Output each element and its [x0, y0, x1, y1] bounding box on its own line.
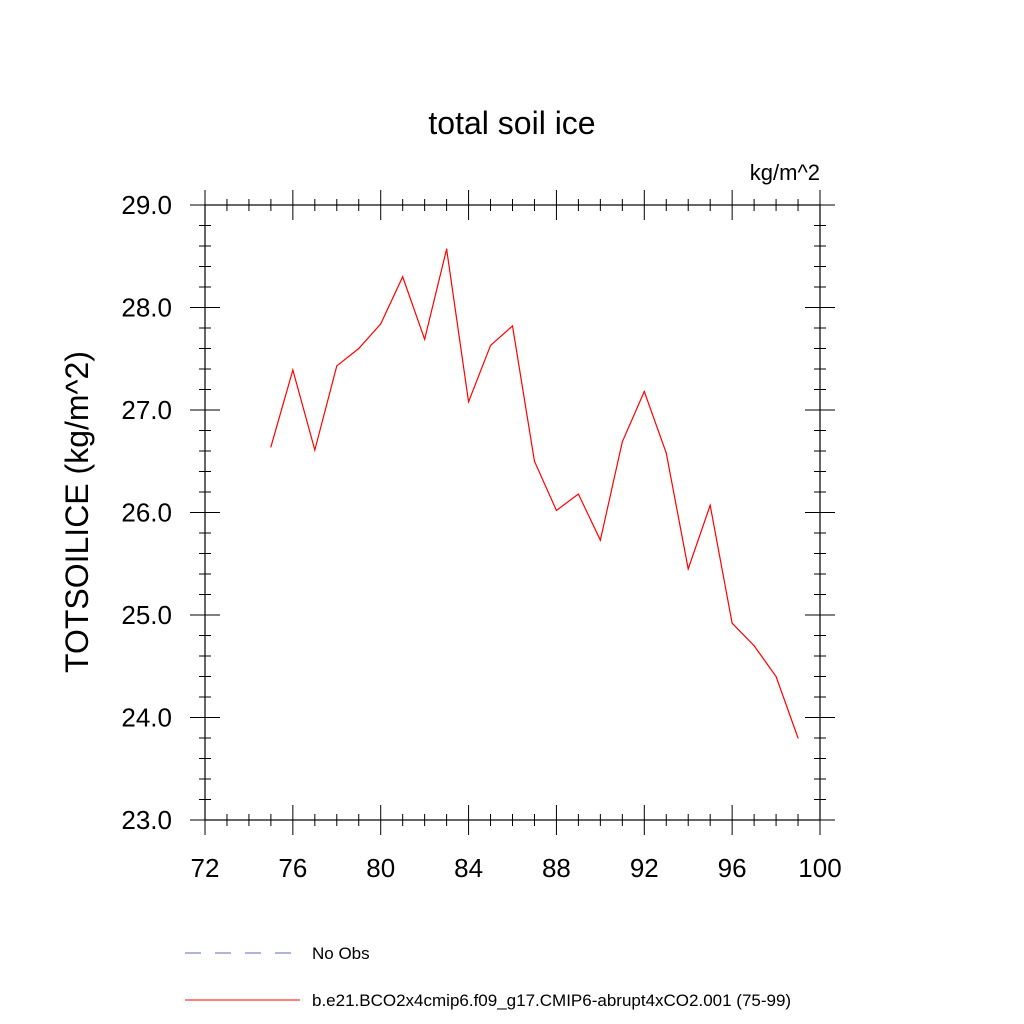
- data-point: [270, 446, 272, 448]
- x-tick-label: 100: [798, 853, 841, 883]
- data-point: [775, 675, 777, 678]
- x-axis-ticks: 72 76 80 84 88 92 96 100: [191, 190, 842, 883]
- x-tick-label: 88: [542, 853, 571, 883]
- y-tick-label: 27.0: [121, 395, 172, 425]
- series-line: [270, 248, 799, 739]
- x-tick-label: 80: [366, 853, 395, 883]
- data-point: [336, 365, 338, 367]
- x-tick-label: 92: [630, 853, 659, 883]
- data-point: [577, 493, 579, 495]
- y-tick-label: 28.0: [121, 293, 172, 323]
- data-point: [380, 323, 382, 325]
- data-point: [687, 568, 689, 570]
- data-point: [709, 504, 711, 506]
- legend-label-model: b.e21.BCO2x4cmip6.f09_g17.CMIP6-abrupt4x…: [312, 991, 791, 1010]
- data-point: [533, 460, 536, 462]
- data-point: [621, 441, 623, 443]
- data-point: [643, 390, 645, 393]
- y-tick-label: 24.0: [121, 703, 172, 733]
- data-point: [446, 248, 448, 250]
- chart-title: total soil ice: [428, 105, 595, 141]
- series-layer: [270, 248, 799, 739]
- data-point: [424, 338, 426, 340]
- units-label: kg/m^2: [750, 160, 820, 185]
- legend-label-no-obs: No Obs: [312, 944, 370, 963]
- x-tick-label: 84: [454, 853, 483, 883]
- data-point: [489, 344, 492, 347]
- y-tick-label: 29.0: [121, 190, 172, 220]
- data-point: [292, 369, 294, 371]
- data-point: [511, 325, 514, 327]
- data-point: [358, 347, 360, 350]
- data-point: [665, 452, 667, 454]
- y-tick-label: 26.0: [121, 498, 172, 528]
- data-point: [467, 401, 470, 403]
- x-tick-label: 76: [278, 853, 307, 883]
- x-tick-label: 96: [718, 853, 747, 883]
- data-point: [402, 276, 404, 278]
- plot-frame: [204, 204, 821, 821]
- y-tick-label: 25.0: [121, 600, 172, 630]
- y-tick-label: 23.0: [121, 805, 172, 835]
- data-point: [314, 449, 316, 451]
- y-axis-label: TOTSOILICE (kg/m^2): [59, 351, 95, 673]
- x-tick-label: 72: [191, 853, 220, 883]
- data-point: [731, 622, 733, 624]
- data-point: [555, 509, 558, 512]
- data-point: [797, 737, 799, 739]
- data-point: [599, 539, 601, 541]
- y-axis-ticks: 23.0 24.0 25.0 26.0 27.0 28.0 29.0: [121, 190, 835, 835]
- legend: No Obs b.e21.BCO2x4cmip6.f09_g17.CMIP6-a…: [185, 944, 791, 1010]
- data-point: [753, 645, 755, 647]
